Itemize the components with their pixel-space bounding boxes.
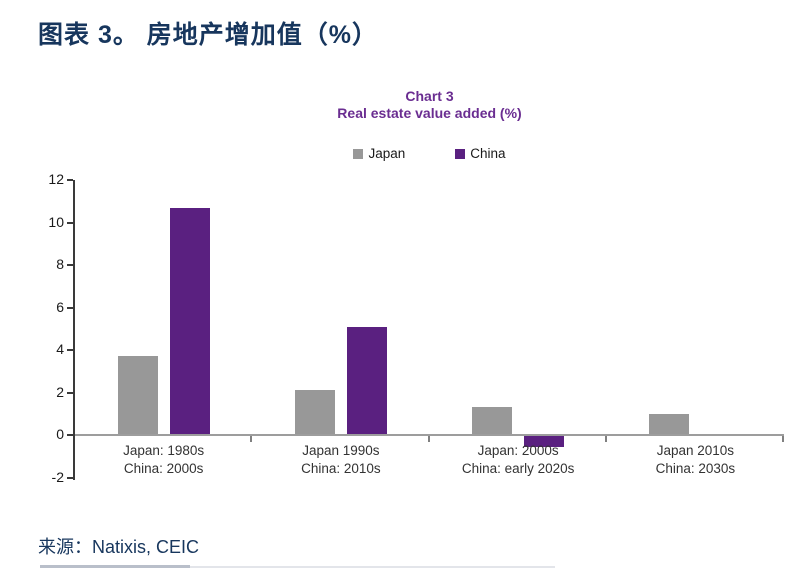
figure-title: 图表 3。 房地产增加值（%） (38, 21, 379, 49)
y-axis-tick-label: 6 (56, 298, 64, 315)
y-axis-tick (67, 391, 73, 394)
bar-china-2 (524, 436, 565, 447)
legend-label: Japan (368, 146, 406, 161)
y-axis-tick-label: -2 (51, 468, 64, 485)
bar-japan-0 (117, 356, 158, 435)
x-axis-tick (427, 436, 430, 442)
bar-china-0 (169, 207, 210, 435)
y-axis-tick-label: 12 (48, 171, 64, 187)
y-axis-tick (67, 434, 73, 436)
legend-label: China (470, 146, 506, 161)
category-label: Japan: 2000s China: early 2020s (430, 442, 607, 478)
bar-china-1 (346, 326, 387, 435)
category-label-line: Japan 2010s (656, 443, 735, 458)
bar-japan-2 (472, 407, 513, 435)
legend-item-china: China (455, 146, 506, 161)
cropped-text-artifact (40, 565, 190, 568)
x-axis-line (75, 434, 784, 436)
cropped-text-artifact (190, 566, 555, 568)
category-label-line: Japan: 1980s (123, 443, 205, 458)
bar-japan-3 (649, 413, 690, 435)
category-label-line: China: 2030s (655, 461, 736, 476)
x-axis-tick (250, 436, 253, 442)
x-axis-tick (782, 436, 784, 442)
chart-legend: Japan China (75, 146, 784, 161)
y-axis-tick-label: 4 (56, 341, 64, 357)
y-axis-tick (67, 349, 73, 351)
y-axis-tick-label: 2 (56, 383, 64, 400)
y-axis-line (73, 180, 75, 480)
y-axis-tick (67, 264, 73, 266)
y-axis-tick (67, 476, 73, 479)
category-label: Japan: 1980s China: 2000s (75, 442, 252, 478)
y-axis-tick-label: 8 (56, 256, 64, 272)
legend-swatch-icon (455, 148, 466, 159)
category-label-line: China: 2000s (123, 461, 204, 476)
legend-item-japan: Japan (353, 146, 405, 161)
chart-title: Chart 3 (405, 88, 454, 104)
category-label: Japan 2010s China: 2030s (607, 442, 784, 478)
source-note: 来源：Natixis, CEIC (38, 537, 200, 557)
legend-swatch-icon (353, 148, 364, 159)
bar-japan-1 (294, 390, 335, 435)
y-axis-tick (67, 221, 73, 224)
x-axis-tick (604, 436, 607, 442)
category-label: Japan 1990s China: 2010s (252, 442, 429, 478)
category-label-line: Japan 1990s (302, 443, 380, 458)
category-label-line: China: early 2020s (461, 461, 575, 476)
y-axis-tick-label: 10 (48, 213, 64, 230)
y-axis-tick (67, 179, 73, 181)
y-axis-tick-label: 0 (56, 426, 64, 442)
category-label-line: China: 2010s (301, 461, 381, 476)
chart-subtitle: Real estate value added (%) (337, 105, 522, 121)
y-axis-tick (67, 306, 73, 309)
category-label-line: Japan: 2000s (477, 443, 559, 458)
